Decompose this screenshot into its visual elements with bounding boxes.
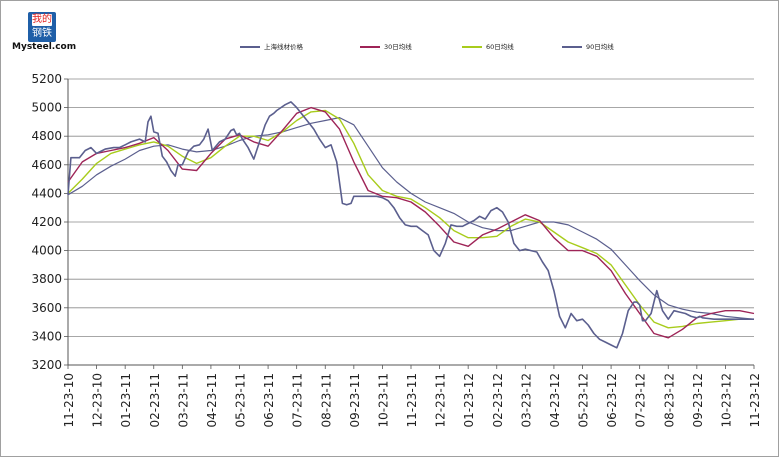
x-tick-label: 09-23-11 bbox=[348, 373, 362, 427]
logo-char-bottom: 钢铁 bbox=[32, 28, 52, 39]
x-tick-label: 06-23-12 bbox=[605, 373, 619, 427]
x-tick-label: 12-23-10 bbox=[91, 373, 105, 427]
y-tick-label: 4000 bbox=[31, 244, 62, 258]
x-tick-label: 02-23-12 bbox=[491, 373, 505, 427]
x-tick-label: 02-23-11 bbox=[148, 373, 162, 427]
mysteel-logo: 我的 钢铁 Mysteel.com bbox=[12, 12, 76, 54]
x-tick-label: 04-23-12 bbox=[548, 373, 562, 427]
series-line-3 bbox=[67, 116, 755, 320]
x-tick-label: 07-23-12 bbox=[634, 373, 648, 427]
y-tick-label: 3800 bbox=[31, 272, 62, 286]
y-tick-label: 3200 bbox=[31, 358, 62, 372]
x-tick-label: 05-23-12 bbox=[577, 373, 591, 427]
x-tick-label: 03-23-12 bbox=[519, 373, 533, 427]
x-tick-label: 05-23-11 bbox=[234, 373, 248, 427]
x-tick-label: 08-23-12 bbox=[662, 373, 676, 427]
legend-label: 60日均线 bbox=[486, 43, 514, 51]
x-tick-label: 08-23-11 bbox=[319, 373, 333, 427]
x-tick-label: 10-23-12 bbox=[719, 373, 733, 427]
logo-text: Mysteel.com bbox=[12, 42, 77, 52]
series-line-1 bbox=[67, 106, 755, 339]
x-tick-label: 01-23-11 bbox=[119, 373, 133, 427]
x-tick-label: 09-23-12 bbox=[691, 373, 705, 427]
x-tick-label: 04-23-11 bbox=[205, 373, 219, 427]
legend-label: 90日均线 bbox=[586, 43, 614, 51]
y-tick-label: 5000 bbox=[31, 101, 62, 115]
legend-label: 30日均线 bbox=[384, 43, 412, 51]
logo-mark-icon: 我的 钢铁 bbox=[28, 12, 56, 42]
series-line-2 bbox=[67, 109, 754, 329]
y-tick-label: 4200 bbox=[31, 215, 62, 229]
x-tick-label: 11-23-12 bbox=[748, 373, 762, 427]
x-tick-label: 01-23-12 bbox=[462, 373, 476, 427]
x-tick-label: 07-23-11 bbox=[291, 373, 305, 427]
series-line-0 bbox=[67, 101, 754, 349]
legend-swatch bbox=[462, 46, 482, 48]
x-tick-label: 06-23-11 bbox=[262, 373, 276, 427]
x-tick-label: 11-23-11 bbox=[405, 373, 419, 427]
legend-swatch bbox=[562, 46, 582, 48]
legend-swatch bbox=[360, 46, 380, 48]
y-tick-label: 5200 bbox=[31, 72, 62, 86]
chart-legend: 上海线材价格 30日均线 60日均线 90日均线 bbox=[240, 40, 614, 54]
legend-label: 上海线材价格 bbox=[264, 43, 303, 51]
y-tick-label: 3400 bbox=[31, 329, 62, 343]
y-tick-label: 4600 bbox=[31, 158, 62, 172]
y-tick-label: 4800 bbox=[31, 129, 62, 143]
x-tick-label: 03-23-11 bbox=[176, 373, 190, 427]
y-tick-label: 4400 bbox=[31, 186, 62, 200]
x-tick-label: 12-23-11 bbox=[434, 373, 448, 427]
y-tick-label: 3600 bbox=[31, 301, 62, 315]
legend-swatch bbox=[240, 46, 260, 48]
logo-char-top: 我的 bbox=[32, 14, 52, 26]
x-tick-label: 11-23-10 bbox=[62, 373, 76, 427]
x-tick-label: 10-23-11 bbox=[376, 373, 390, 427]
